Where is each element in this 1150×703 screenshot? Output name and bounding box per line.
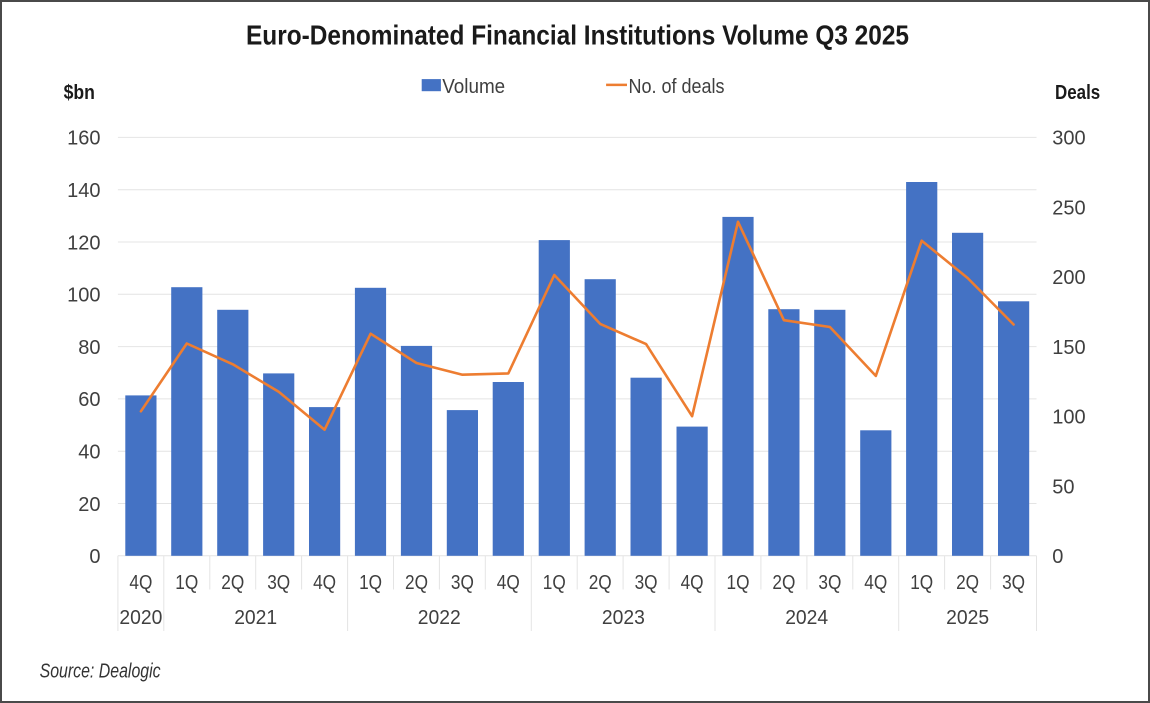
- svg-text:2020: 2020: [119, 607, 162, 629]
- svg-text:1Q: 1Q: [910, 572, 933, 594]
- svg-text:300: 300: [1052, 128, 1085, 150]
- svg-text:3Q: 3Q: [267, 572, 290, 594]
- svg-text:$bn: $bn: [64, 82, 95, 104]
- svg-text:Source: Dealogic: Source: Dealogic: [40, 661, 161, 683]
- svg-text:2Q: 2Q: [956, 572, 979, 594]
- svg-text:60: 60: [78, 389, 100, 411]
- svg-text:3Q: 3Q: [635, 572, 658, 594]
- svg-text:150: 150: [1052, 337, 1085, 359]
- svg-text:Euro-Denominated Financial Ins: Euro-Denominated Financial Institutions …: [246, 20, 909, 51]
- svg-text:50: 50: [1052, 476, 1074, 498]
- svg-text:4Q: 4Q: [681, 572, 704, 594]
- svg-text:40: 40: [78, 442, 100, 464]
- svg-text:2Q: 2Q: [221, 572, 244, 594]
- svg-text:2025: 2025: [946, 607, 989, 629]
- svg-text:1Q: 1Q: [543, 572, 566, 594]
- svg-text:4Q: 4Q: [129, 572, 152, 594]
- svg-text:0: 0: [89, 546, 100, 568]
- svg-text:160: 160: [67, 128, 100, 150]
- svg-text:80: 80: [78, 337, 100, 359]
- svg-text:2023: 2023: [602, 607, 645, 629]
- svg-text:Volume: Volume: [442, 76, 505, 98]
- svg-text:Deals: Deals: [1055, 82, 1100, 104]
- svg-text:2Q: 2Q: [589, 572, 612, 594]
- svg-text:0: 0: [1052, 546, 1063, 568]
- svg-text:4Q: 4Q: [497, 572, 520, 594]
- svg-text:2Q: 2Q: [405, 572, 428, 594]
- svg-text:100: 100: [67, 285, 100, 307]
- svg-text:1Q: 1Q: [727, 572, 750, 594]
- svg-text:140: 140: [67, 180, 100, 202]
- svg-text:1Q: 1Q: [359, 572, 382, 594]
- svg-text:2021: 2021: [234, 607, 277, 629]
- svg-text:200: 200: [1052, 267, 1085, 289]
- svg-text:No. of deals: No. of deals: [629, 76, 725, 98]
- svg-text:3Q: 3Q: [1002, 572, 1025, 594]
- svg-text:250: 250: [1052, 197, 1085, 219]
- svg-text:2022: 2022: [418, 607, 461, 629]
- svg-text:3Q: 3Q: [818, 572, 841, 594]
- svg-text:1Q: 1Q: [175, 572, 198, 594]
- svg-text:3Q: 3Q: [451, 572, 474, 594]
- svg-text:4Q: 4Q: [864, 572, 887, 594]
- svg-text:20: 20: [78, 494, 100, 516]
- svg-text:120: 120: [67, 232, 100, 254]
- svg-text:100: 100: [1052, 407, 1085, 429]
- svg-text:4Q: 4Q: [313, 572, 336, 594]
- svg-text:2024: 2024: [785, 607, 828, 629]
- svg-text:2Q: 2Q: [772, 572, 795, 594]
